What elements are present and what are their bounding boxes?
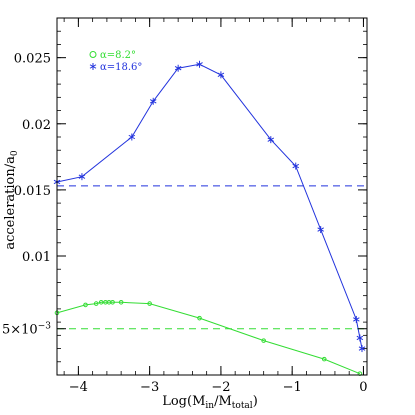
series-line (56, 301, 361, 375)
y-tick-label: 0.02 (22, 118, 51, 133)
data-point (356, 334, 364, 342)
y-axis-title-base: acceleration/a (3, 156, 18, 250)
y-tick-label: 0.025 (14, 52, 51, 67)
data-point (98, 299, 104, 305)
x-tick-label: −2 (211, 380, 230, 395)
data-point (118, 299, 124, 305)
x-tick-label: 0 (359, 380, 367, 395)
legend-label: α=18.6° (100, 62, 142, 73)
data-point (317, 226, 324, 234)
y-tick-label-base: 5×10 (2, 323, 38, 338)
data-point (147, 301, 152, 306)
legend-marker (89, 63, 97, 70)
data-point (196, 60, 203, 68)
plot-frame (56, 17, 368, 376)
x-axis-title-base: Log(M (162, 394, 205, 409)
legend-marker (89, 51, 97, 58)
x-axis-title-sub2: total (232, 401, 253, 411)
y-axis-title: acceleration/a0 (3, 150, 20, 250)
data-point (128, 133, 136, 141)
x-axis-title: Log(Min/Mtotal) (162, 394, 258, 411)
x-tick-label: −1 (283, 380, 302, 395)
data-point (110, 299, 115, 305)
data-point (292, 162, 300, 170)
y-axis-title-sub: 0 (10, 150, 20, 156)
x-axis-title-sub1: in (205, 401, 214, 411)
y-tick-label: 0.015 (14, 184, 51, 199)
data-point (83, 302, 88, 308)
data-point (267, 136, 275, 144)
data-point (93, 301, 99, 306)
series-lines (56, 63, 363, 375)
data-point (217, 71, 225, 79)
legend-label: α=8.2° (100, 50, 136, 61)
y-tick-labels: 5×10−3 0.01 0.015 0.02 0.025 (2, 52, 51, 338)
data-point (321, 356, 327, 362)
reference-lines (57, 185, 367, 330)
data-point (353, 315, 360, 323)
legend: α=8.2°α=18.6° (89, 50, 142, 73)
x-axis-title-end: ) (253, 394, 258, 409)
data-point (358, 345, 366, 353)
series-line (56, 63, 363, 349)
x-axis-title-mid: /M (214, 394, 232, 409)
data-point (149, 97, 157, 105)
series-markers (53, 60, 366, 376)
data-point (78, 173, 86, 181)
x-tick-label: −4 (69, 380, 88, 395)
x-tick-labels: −4 −3 −2 −1 0 (69, 380, 368, 395)
y-tick-label: 0.01 (22, 250, 51, 265)
data-point (261, 338, 266, 343)
data-point (174, 64, 182, 72)
data-point (197, 315, 202, 321)
y-tick-label: 5×10−3 (2, 322, 51, 338)
major-ticks (57, 18, 367, 375)
y-tick-label-exp: −3 (38, 322, 52, 332)
x-tick-label: −3 (140, 380, 159, 395)
